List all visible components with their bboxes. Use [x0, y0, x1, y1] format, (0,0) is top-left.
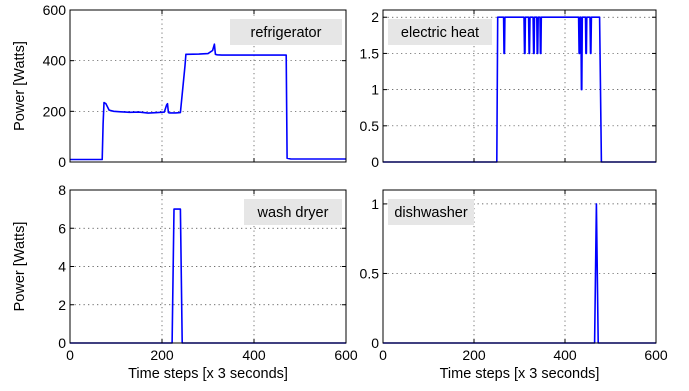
y-tick-label: 2: [371, 9, 379, 25]
y-tick-label: 8: [58, 182, 66, 198]
y-tick-label: 1.5: [360, 45, 380, 61]
panel-title: refrigerator: [230, 19, 342, 45]
x-axis-label: Time steps [x 3 seconds]: [128, 366, 288, 382]
x-tick-label: 600: [334, 347, 358, 363]
y-tick-label: 0: [58, 154, 66, 170]
plot-frame: [382, 189, 657, 344]
y-tick-label: 0: [371, 335, 379, 351]
y-tick-label: 0.5: [360, 118, 380, 134]
y-tick-label: 200: [43, 103, 67, 119]
x-tick-label: 0: [66, 347, 74, 363]
y-tick-label: 0.5: [360, 265, 380, 281]
series-line-electric-heat: [383, 16, 656, 163]
y-tick-label: 400: [43, 53, 67, 69]
panel-title-text: refrigerator: [251, 25, 322, 41]
panel-refrigerator: 0 200 400 600 Power [Watts] refrigerator: [12, 2, 347, 170]
plot-frame: [69, 9, 347, 163]
y-tick-label: 4: [58, 259, 66, 275]
panel-title-text: wash dryer: [257, 205, 329, 221]
y-tick-label: 600: [43, 2, 67, 18]
panel-wash-dryer: 0 2 4 6 8 0 200 400 600 Time steps [x 3 seconds] P…: [12, 182, 358, 382]
panel-dishwasher: 0 0.5 1 0 200 400 600 Time steps [x 3 seconds] d…: [360, 189, 668, 382]
panel-title-background: [230, 19, 342, 45]
x-tick-label: 600: [644, 347, 668, 363]
x-tick-label: 200: [150, 347, 174, 363]
y-tick-label: 1: [371, 196, 379, 212]
panel-title: wash dryer: [244, 199, 342, 225]
panel-title: electric heat: [388, 19, 492, 45]
y-tick-label: 1: [371, 82, 379, 98]
x-tick-label: 400: [553, 347, 577, 363]
y-tick-label: 6: [58, 220, 66, 236]
x-tick-label: 200: [462, 347, 486, 363]
y-axis-label: Power [Watts]: [12, 41, 28, 131]
panel-title-background: [244, 199, 342, 225]
y-tick-label: 0: [58, 335, 66, 351]
panel-title-text: dishwasher: [394, 205, 468, 221]
y-tick-label: 2: [58, 297, 66, 313]
series-line-wash-dryer: [70, 208, 346, 344]
x-axis-label: Time steps [x 3 seconds]: [440, 366, 600, 382]
panel-title: dishwasher: [388, 199, 474, 225]
plot-frame: [382, 9, 657, 163]
y-axis-label: Power [Watts]: [12, 222, 28, 312]
x-tick-label: 400: [242, 347, 266, 363]
x-tick-label: 0: [379, 347, 387, 363]
panel-title-background: [388, 199, 474, 225]
series-line-refrigerator: [70, 43, 346, 161]
panel-electric-heat: 0 0.5 1 1.5 2 electric heat: [360, 9, 657, 170]
panel-title-text: electric heat: [401, 25, 479, 41]
panel-title-background: [388, 19, 492, 45]
y-tick-label: 0: [371, 154, 379, 170]
